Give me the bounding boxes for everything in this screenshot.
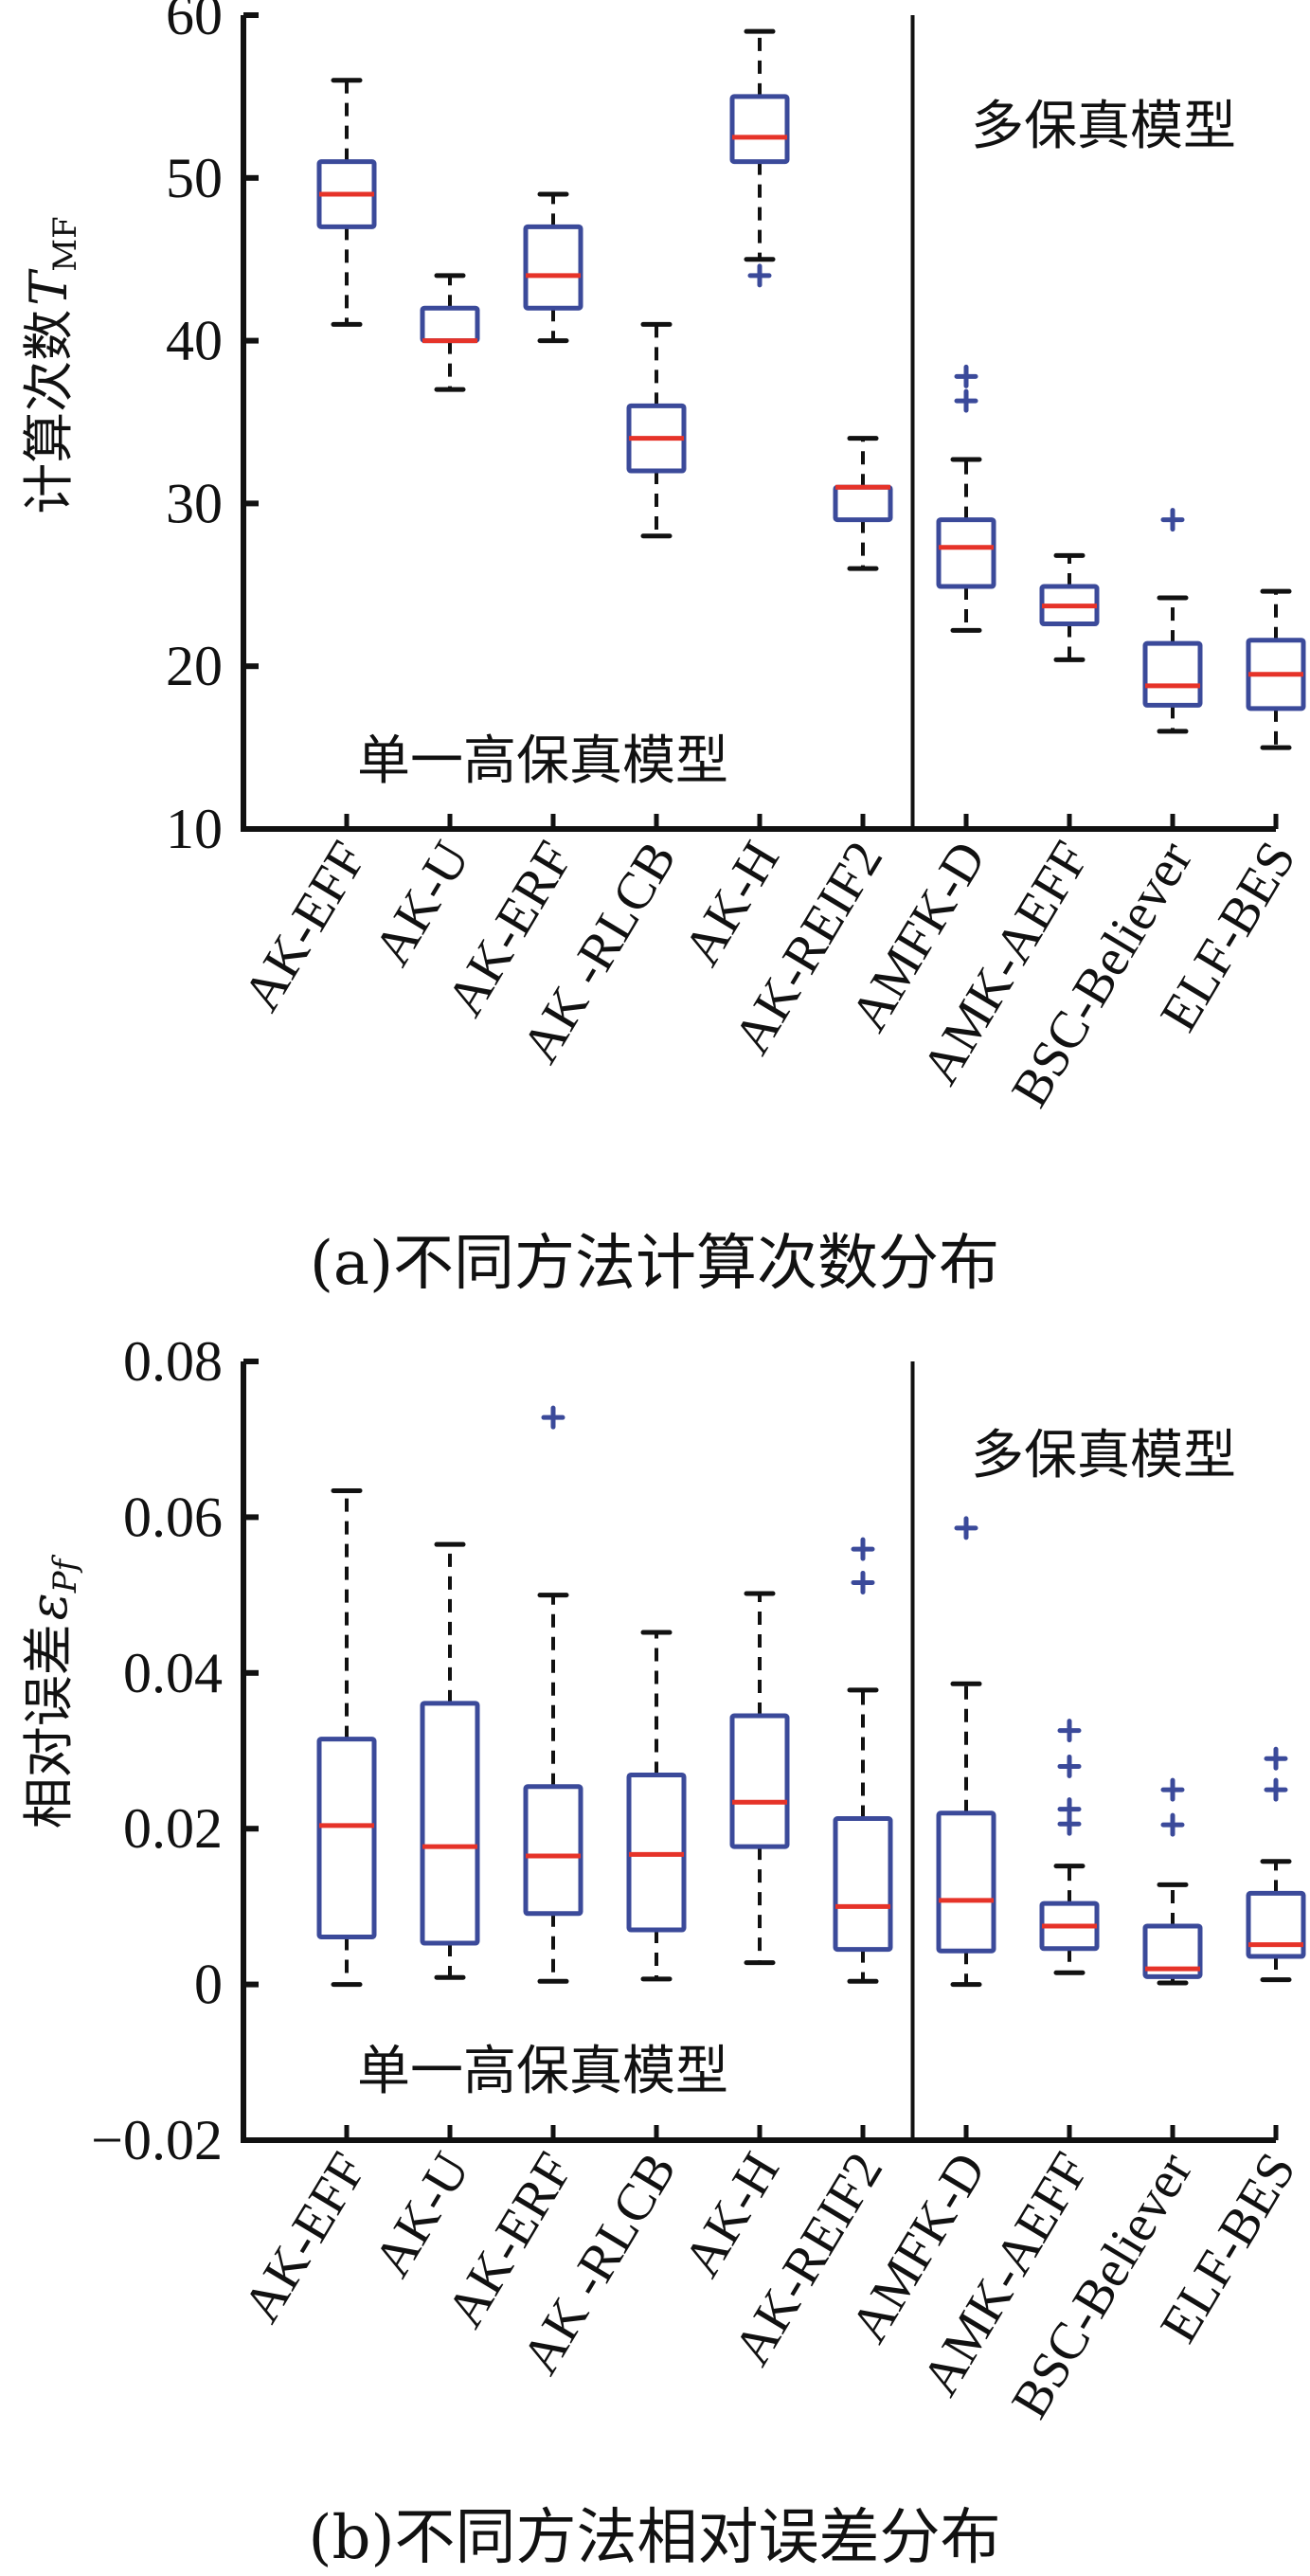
box-ak-rlcb: AK -RLCB — [511, 321, 688, 1072]
box-elf-bes: ELF-BES — [1149, 1746, 1307, 2352]
y-tick-label: 40 — [166, 310, 223, 372]
outlier-marker — [851, 1570, 875, 1594]
y-axis-label-subscript: Pf — [46, 1554, 84, 1594]
y-tick-label: 10 — [166, 798, 223, 860]
iqr-box — [833, 484, 893, 523]
annotation-multi-fidelity: 多保真模型 — [971, 96, 1236, 157]
y-tick-label: 20 — [166, 635, 223, 697]
y-tick-label: 0 — [194, 1954, 223, 2016]
outlier-marker — [1057, 1797, 1082, 1822]
outlier-marker — [1160, 1777, 1185, 1802]
annotation-single-fidelity: 单一高保真模型 — [357, 730, 728, 792]
iqr-box — [420, 305, 480, 344]
box-amfk-d: AMFK-D — [839, 364, 997, 1041]
iqr-box — [833, 1816, 893, 1953]
y-axis-label-text: 相对误差 — [19, 1624, 79, 1828]
box-ak-h: AK-H — [673, 1591, 791, 2287]
y-tick-label: 0.04 — [123, 1642, 223, 1704]
y-axis-label-subscript: MF — [46, 216, 84, 271]
outlier-marker — [851, 1537, 875, 1561]
y-axis-label-symbol: ε — [19, 1593, 79, 1620]
outlier-marker — [1264, 1777, 1288, 1802]
outlier-marker — [1160, 508, 1185, 532]
x-tick-label: AK-EFF — [232, 2143, 378, 2333]
iqr-box — [936, 517, 996, 589]
y-axis-label-symbol: T — [19, 268, 79, 306]
iqr-box — [420, 1701, 480, 1946]
outlier-marker — [954, 388, 978, 413]
iqr-box — [1246, 1890, 1306, 1959]
x-tick-label: AK-EFF — [232, 832, 378, 1021]
panel-caption: (b)不同方法相对误差分布 — [309, 2503, 1001, 2573]
annotation-single-fidelity: 单一高保真模型 — [357, 2041, 728, 2102]
iqr-box — [316, 1737, 377, 1939]
iqr-box — [936, 1810, 996, 1954]
panel-caption: (a)不同方法计算次数分布 — [310, 1229, 999, 1299]
y-tick-label: 0.06 — [123, 1486, 223, 1548]
box-ak-eff: AK-EFF — [232, 78, 378, 1021]
outlier-marker — [954, 1516, 978, 1540]
outlier-marker — [1057, 1719, 1082, 1743]
iqr-box — [523, 1784, 583, 1917]
box-ak-reif2: AK-REIF2 — [723, 1537, 894, 2375]
box-ak-u: AK-U — [363, 273, 481, 976]
panel-b-relative-error: −0.02 0 0.02 0.04 0.06 0.08 相对误差 εPf 单一高保真模型 多保真模… — [19, 1330, 1307, 2573]
iqr-box — [523, 224, 583, 311]
y-tick-label: 60 — [166, 0, 223, 46]
y-tick-label: 0.02 — [123, 1797, 223, 1860]
outlier-marker — [541, 1405, 565, 1430]
y-axis-label: 相对误差 εPf — [19, 1554, 84, 1828]
box-ak-rlcb: AK -RLCB — [511, 1630, 688, 2384]
y-tick-label: −0.02 — [91, 2109, 223, 2171]
outlier-marker — [1057, 1754, 1082, 1778]
outlier-marker — [954, 364, 978, 388]
box-ak-h: AK-H — [673, 28, 791, 976]
iqr-box — [1142, 1923, 1203, 1979]
box-ak-u: AK-U — [363, 1541, 481, 2287]
iqr-box — [1142, 640, 1203, 708]
outlier-marker — [1264, 1746, 1288, 1771]
outlier-marker — [747, 263, 772, 288]
outlier-marker — [1160, 1812, 1185, 1837]
y-axis-label: 计算次数 TMF — [19, 216, 84, 513]
y-tick-label: 50 — [166, 147, 223, 209]
y-tick-label: 30 — [166, 472, 223, 534]
panel-a-computation-count: 102030405060计算次数TMF单一高保真模型多保真模型AK-EFFAK-… — [19, 0, 1307, 1299]
iqr-box — [729, 1713, 790, 1849]
y-tick-label: 0.08 — [123, 1330, 223, 1393]
annotation-multi-fidelity: 多保真模型 — [971, 1425, 1236, 1486]
y-axis-label-text: 计算次数 — [19, 310, 79, 514]
box-ak-eff: AK-EFF — [232, 1487, 378, 2333]
iqr-box — [729, 94, 790, 165]
